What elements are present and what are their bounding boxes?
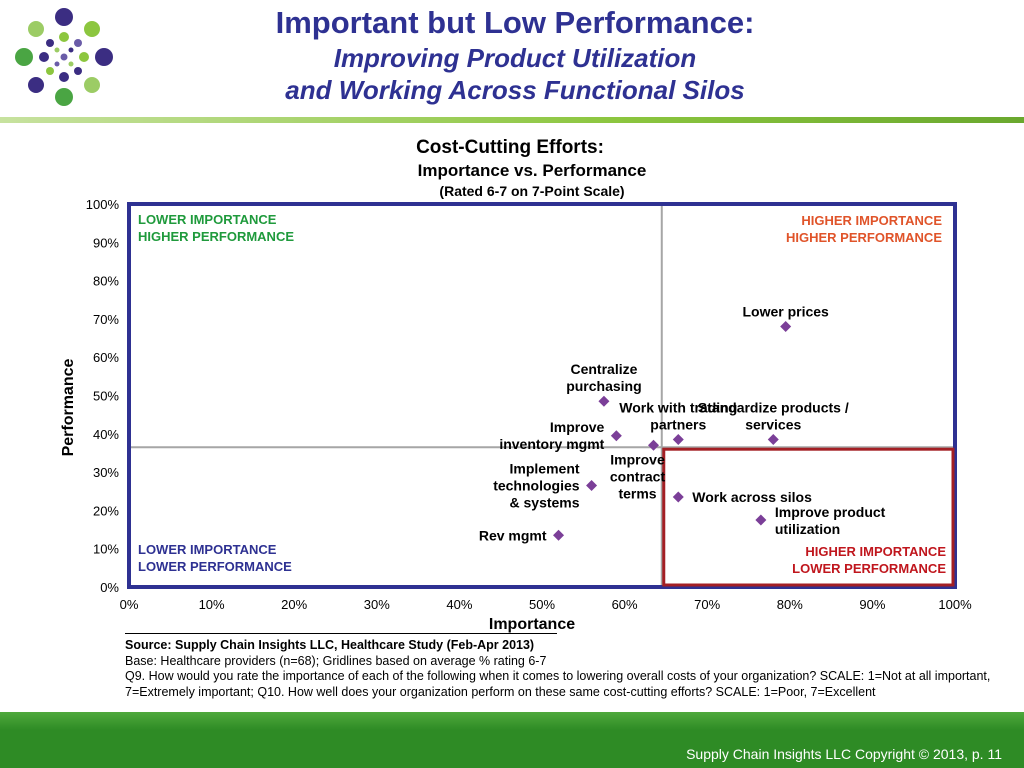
x-tick-label: 0% xyxy=(120,597,139,612)
point-label: terms xyxy=(618,485,656,501)
source-notes: Source: Supply Chain Insights LLC, Healt… xyxy=(125,633,1005,700)
point-label: Work across silos xyxy=(692,489,812,505)
question-text: Q9. How would you rate the importance of… xyxy=(125,669,991,699)
y-tick-label: 60% xyxy=(93,350,119,365)
point-label: Standardize products / xyxy=(698,400,849,416)
chart-title: Cost-Cutting Efforts: xyxy=(416,137,604,158)
point-label: inventory mgmt xyxy=(499,436,604,452)
y-tick-label: 70% xyxy=(93,312,119,327)
point-label: & systems xyxy=(510,495,580,511)
point-label: services xyxy=(745,417,801,433)
data-point xyxy=(755,514,767,526)
plot-area: 0% 10% 20% 30% 40% 50% 60% 70% 80% 90% 100% 0% 10% 20… xyxy=(60,197,972,633)
point-label: contract xyxy=(610,468,666,484)
x-tick-label: 20% xyxy=(281,597,307,612)
y-axis-label: Performance xyxy=(60,358,77,456)
y-tick-label: 0% xyxy=(100,580,119,595)
copyright-text: Supply Chain Insights LLC Copyright © 20… xyxy=(686,746,1002,762)
quadrant-label-top-right: HIGHER PERFORMANCE xyxy=(786,230,942,245)
scatter-chart: Cost-Cutting Efforts: Importance vs. Per… xyxy=(60,137,972,633)
x-axis-label: Importance xyxy=(489,616,575,633)
title-line-1: Important but Low Performance: xyxy=(275,5,755,40)
quadrant-label-bottom-left: LOWER PERFORMANCE xyxy=(138,559,292,574)
header-divider xyxy=(0,117,1024,123)
point-label: partners xyxy=(650,417,706,433)
y-tick-label: 30% xyxy=(93,465,119,480)
point-label: Improve product xyxy=(775,504,886,520)
point-label: utilization xyxy=(775,521,840,537)
data-point xyxy=(598,395,610,407)
data-point xyxy=(672,491,684,503)
slide-title: Important but Low Performance: Improving… xyxy=(130,4,900,106)
highlight-region xyxy=(662,447,955,587)
x-tick-label: 30% xyxy=(364,597,390,612)
data-point xyxy=(553,529,565,541)
y-tick-label: 20% xyxy=(93,503,119,518)
x-tick-label: 90% xyxy=(859,597,885,612)
y-tick-label: 80% xyxy=(93,274,119,289)
point-label: purchasing xyxy=(566,378,641,394)
chart-subtitle: Importance vs. Performance xyxy=(418,161,647,180)
point-label: Centralize xyxy=(570,361,637,377)
point-label: technologies xyxy=(493,478,580,494)
logo-dots-icon xyxy=(15,8,113,106)
x-tick-label: 80% xyxy=(777,597,803,612)
y-tick-label: 50% xyxy=(93,389,119,404)
data-point xyxy=(648,439,660,451)
y-tick-label: 100% xyxy=(86,197,120,212)
x-tick-label: 100% xyxy=(938,597,972,612)
data-point xyxy=(767,434,779,446)
quadrant-label-top-right: HIGHER IMPORTANCE xyxy=(801,213,942,228)
title-line-3: and Working Across Functional Silos xyxy=(285,75,745,105)
point-label: Improve xyxy=(610,451,665,467)
data-point xyxy=(586,480,598,492)
x-tick-label: 50% xyxy=(529,597,555,612)
base-line: Base: Healthcare providers (n=68); Gridl… xyxy=(125,653,547,668)
quadrant-label-bottom-left: LOWER IMPORTANCE xyxy=(138,542,277,557)
x-tick-label: 70% xyxy=(694,597,720,612)
plot-frame xyxy=(127,202,957,589)
quadrant-label-top-left: HIGHER PERFORMANCE xyxy=(138,229,294,244)
data-point xyxy=(780,321,792,333)
footer-bar: Supply Chain Insights LLC Copyright © 20… xyxy=(0,712,1024,768)
point-label: Implement xyxy=(510,461,580,477)
quadrant-label-top-left: LOWER IMPORTANCE xyxy=(138,212,277,227)
chart-subtitle-2: (Rated 6-7 on 7-Point Scale) xyxy=(439,183,624,199)
y-tick-label: 90% xyxy=(93,235,119,250)
notes-divider xyxy=(125,633,557,634)
x-tick-label: 60% xyxy=(612,597,638,612)
y-tick-label: 10% xyxy=(93,542,119,557)
x-tick-label: 40% xyxy=(446,597,472,612)
y-tick-label: 40% xyxy=(93,427,119,442)
point-label: Lower prices xyxy=(742,304,829,320)
data-point xyxy=(610,430,622,442)
point-label: Work with trading xyxy=(619,400,737,416)
quadrant-label-bottom-right: HIGHER IMPORTANCE xyxy=(805,544,946,559)
x-tick-label: 10% xyxy=(199,597,225,612)
company-logo xyxy=(15,8,113,106)
source-line: Source: Supply Chain Insights LLC, Healt… xyxy=(125,638,535,652)
quadrant-label-bottom-right: LOWER PERFORMANCE xyxy=(792,561,946,576)
data-point xyxy=(672,434,684,446)
title-line-2: Improving Product Utilization xyxy=(333,43,697,73)
point-label: Improve xyxy=(550,419,605,435)
point-label: Rev mgmt xyxy=(479,527,547,543)
